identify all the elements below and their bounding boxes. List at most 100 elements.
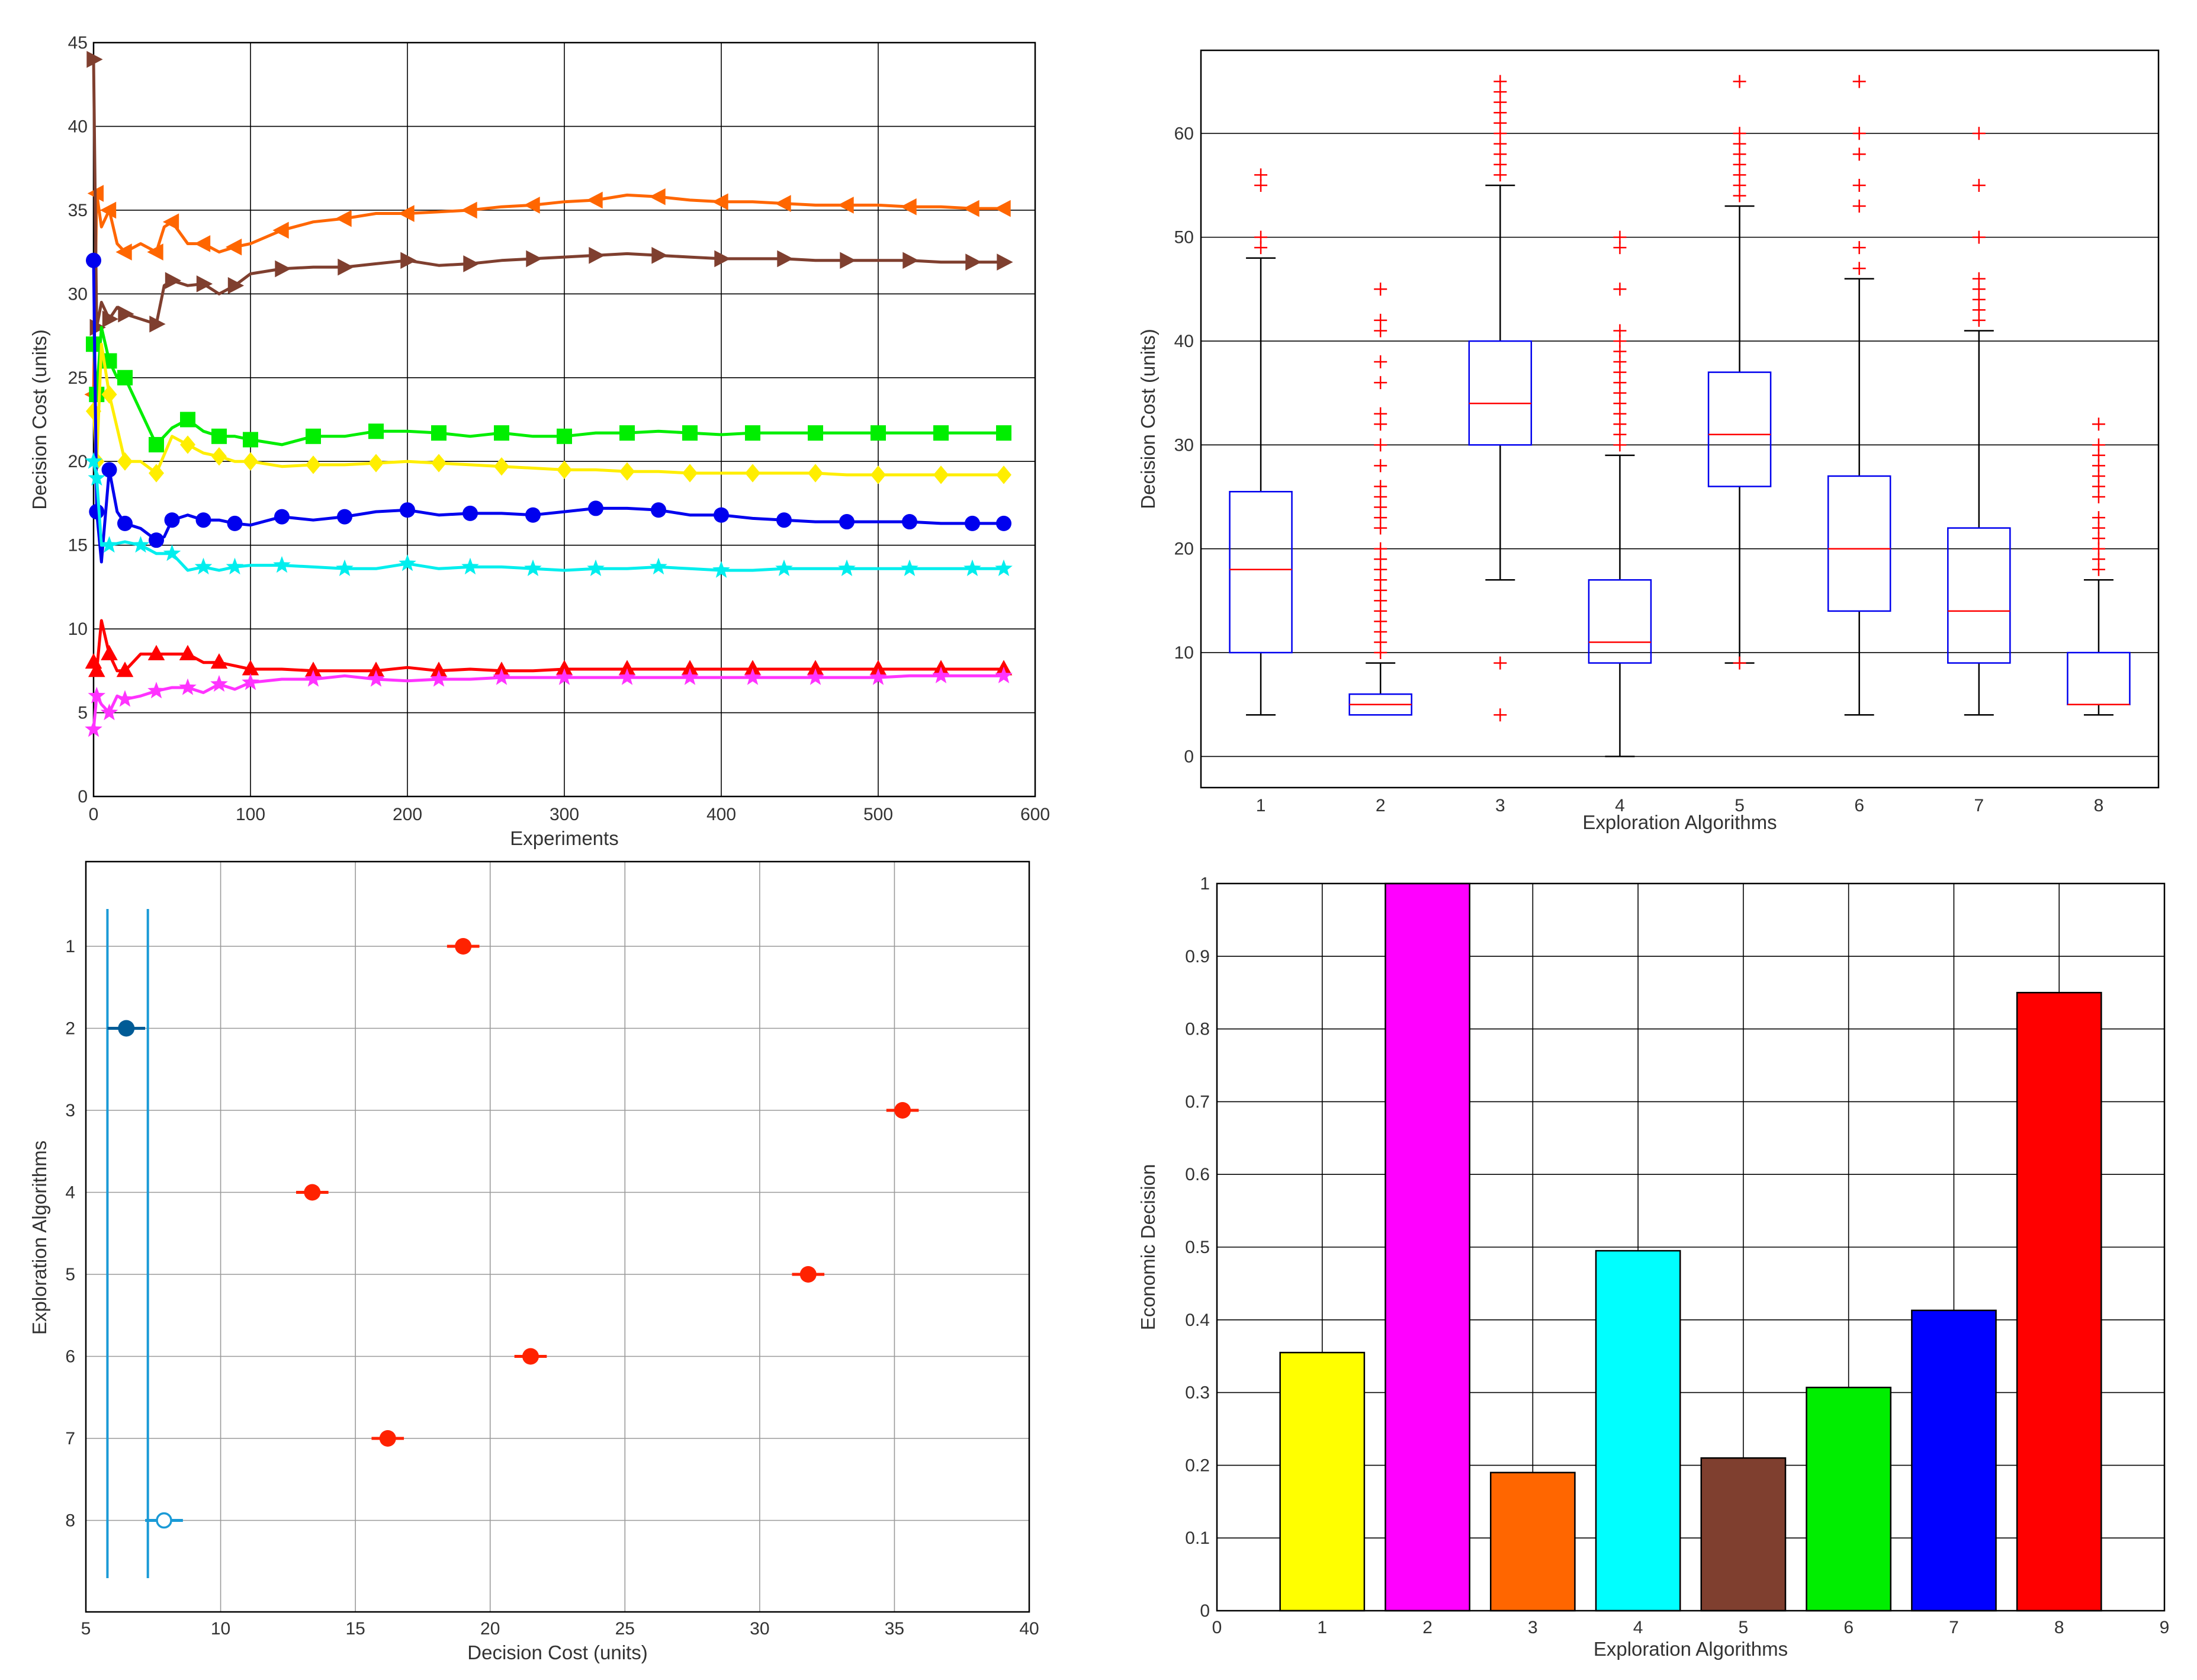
y-tick-label: 0.7 — [1185, 1092, 1210, 1112]
data-point-red — [430, 661, 448, 677]
y-tick-label: 0.6 — [1185, 1165, 1210, 1184]
box-outlier — [1493, 75, 1507, 88]
data-point-orange — [963, 200, 979, 217]
y-tick-label: 20 — [1174, 539, 1194, 559]
data-point-red — [807, 660, 824, 676]
interval-mean-marker — [894, 1102, 911, 1119]
data-point-brown — [651, 246, 668, 264]
x-tick-label: 5 — [1739, 1618, 1749, 1637]
y-tick-label: 15 — [68, 536, 88, 555]
y-tick-label: 50 — [1174, 228, 1194, 248]
data-point-brown — [275, 260, 291, 278]
box-outlier — [2092, 417, 2105, 431]
data-point-blue — [996, 515, 1011, 531]
y-tick-label: 0.4 — [1185, 1310, 1210, 1330]
data-point-blue — [965, 515, 980, 531]
data-point-blue — [149, 532, 164, 548]
data-point-red — [555, 660, 573, 676]
y-tick-label: 5 — [78, 704, 88, 723]
box-outlier — [1374, 355, 1387, 369]
data-point-magenta — [932, 666, 950, 683]
data-point-yellow — [149, 464, 164, 483]
data-point-green — [211, 428, 227, 444]
y-tick-label: 4 — [65, 1183, 75, 1203]
series-line-red — [92, 619, 1004, 673]
data-point-blue — [462, 505, 478, 521]
data-point-blue — [525, 507, 541, 523]
data-point-blue — [588, 500, 603, 516]
y-tick-label: 7 — [65, 1429, 75, 1448]
data-point-yellow — [745, 464, 760, 483]
data-point-magenta — [681, 668, 699, 685]
data-point-orange — [194, 235, 211, 252]
y-tick-label: 5 — [65, 1265, 75, 1284]
data-point-brown — [777, 250, 794, 268]
data-point-brown — [965, 253, 982, 271]
box-outlier — [1374, 480, 1387, 493]
y-tick-label: 8 — [65, 1511, 75, 1531]
x-tick-label: 8 — [2094, 796, 2104, 815]
x-tick-label: 100 — [236, 805, 265, 824]
data-point-yellow — [933, 465, 949, 484]
data-point-green — [745, 425, 760, 441]
series-line-cyan — [92, 461, 1004, 572]
line-chart-panel: 0 100 200 300 400 500 600 0 5 10 15 20 25 30 35 40 45 Exp… — [28, 33, 1050, 849]
data-point-green — [933, 425, 949, 441]
x-tick-label: 500 — [863, 805, 893, 824]
box-outlier — [1852, 75, 1866, 88]
y-axis-label: Decision Cost (units) — [28, 329, 50, 509]
data-point-orange — [649, 188, 666, 205]
x-tick-label: 9 — [2160, 1618, 2170, 1637]
data-point-blue — [651, 502, 666, 518]
data-point-brown — [840, 252, 856, 269]
data-point-magenta — [210, 674, 228, 692]
x-tick-label: 7 — [1974, 796, 1984, 815]
box-outlier — [1374, 376, 1387, 390]
bar-algorithm-7 — [1911, 1309, 1997, 1612]
data-point-brown — [196, 275, 213, 293]
data-point-cyan — [336, 559, 354, 576]
x-tick-label: 7 — [1949, 1618, 1959, 1637]
data-point-blue — [101, 462, 117, 478]
data-point-brown — [997, 253, 1013, 271]
x-tick-label: 0 — [1212, 1618, 1222, 1637]
box-outlier — [1374, 282, 1387, 296]
box-outlier — [1852, 200, 1866, 213]
x-tick-label: 1 — [1317, 1618, 1327, 1637]
data-point-blue — [776, 512, 792, 528]
interval-mean-marker — [156, 1512, 172, 1529]
data-point-orange — [335, 210, 352, 227]
data-point-brown — [526, 250, 542, 268]
data-point-magenta — [367, 670, 385, 687]
data-point-green — [149, 436, 164, 452]
x-tick-label: 10 — [211, 1619, 230, 1639]
series-line-green — [92, 326, 1004, 446]
box-iqr — [1229, 490, 1293, 654]
x-tick-label: 35 — [885, 1619, 904, 1639]
data-point-red — [367, 661, 385, 677]
data-point-green — [368, 423, 384, 439]
data-point-brown — [400, 252, 417, 269]
box-outlier — [1613, 282, 1627, 296]
data-point-brown — [86, 50, 103, 68]
data-point-cyan — [100, 536, 118, 553]
box-outlier — [1852, 147, 1866, 161]
data-point-yellow — [996, 465, 1011, 484]
box-outlier — [1852, 262, 1866, 275]
box-outlier — [1972, 127, 1986, 140]
data-point-red — [618, 660, 636, 676]
data-point-red — [101, 644, 118, 660]
data-point-cyan — [163, 544, 181, 561]
data-point-brown — [227, 277, 245, 294]
box-outlier — [1852, 178, 1866, 192]
x-tick-label: 5 — [1735, 796, 1745, 815]
data-point-cyan — [838, 559, 856, 576]
box-outlier — [1613, 230, 1627, 244]
y-tick-label: 0.9 — [1185, 947, 1210, 966]
y-tick-label: 0.5 — [1185, 1238, 1210, 1257]
box-iqr — [2067, 651, 2131, 705]
data-point-orange — [398, 205, 415, 222]
data-point-red — [179, 644, 197, 660]
data-point-brown — [589, 246, 605, 264]
data-point-cyan — [587, 559, 605, 576]
